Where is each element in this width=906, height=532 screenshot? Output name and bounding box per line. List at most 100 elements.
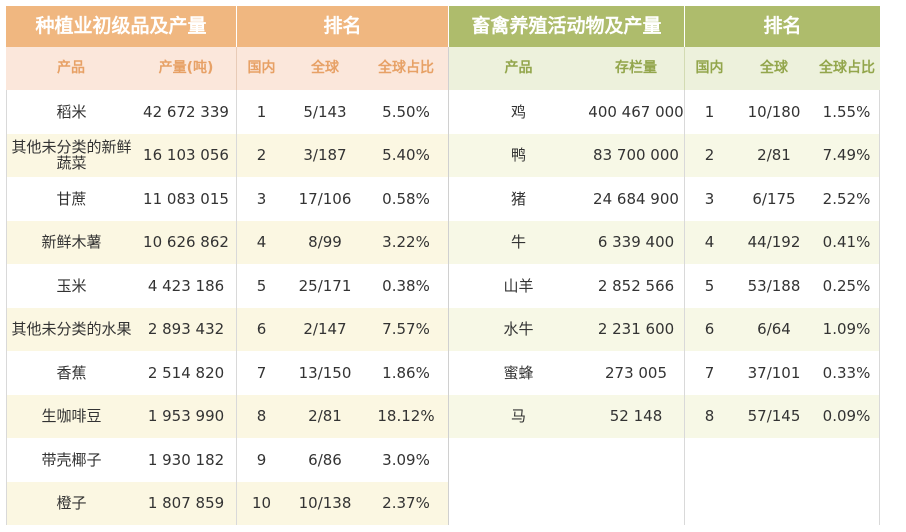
right-global-rank-cell: 57/145 — [734, 394, 814, 438]
col-header-domestic: 国内 — [236, 47, 286, 90]
right-quantity-cell — [588, 438, 684, 482]
left-domestic-rank-cell: 6 — [236, 307, 286, 351]
left-domestic-rank-cell: 5 — [236, 264, 286, 308]
right-share-cell: 0.25% — [814, 264, 880, 308]
left-product-cell: 香蕉 — [6, 351, 136, 395]
right-domestic-rank-cell: 1 — [684, 90, 734, 134]
left-global-rank-cell: 10/138 — [286, 481, 364, 525]
left-quantity-cell: 2 893 432 — [136, 307, 236, 351]
col-header-product: 产品 — [6, 47, 136, 90]
left-product-cell: 新鲜木薯 — [6, 220, 136, 264]
left-quantity-cell: 1 807 859 — [136, 481, 236, 525]
left-domestic-rank-cell: 3 — [236, 177, 286, 221]
right-quantity-cell — [588, 481, 684, 525]
left-domestic-rank-cell: 7 — [236, 351, 286, 395]
right-share-cell: 1.55% — [814, 90, 880, 134]
left-share-cell: 0.38% — [364, 264, 448, 308]
right-product-cell — [448, 481, 588, 525]
right-share-cell — [814, 438, 880, 482]
right-quantity-cell: 6 339 400 — [588, 220, 684, 264]
right-global-rank-cell: 6/175 — [734, 177, 814, 221]
right-product-cell: 水牛 — [448, 307, 588, 351]
left-product-cell: 玉米 — [6, 264, 136, 308]
right-section-title: 畜禽养殖活动物及产量 — [448, 6, 684, 47]
right-quantity-cell: 2 231 600 — [588, 307, 684, 351]
left-quantity-cell: 2 514 820 — [136, 351, 236, 395]
right-product-cell: 猪 — [448, 177, 588, 221]
right-product-cell: 牛 — [448, 220, 588, 264]
col-header-product: 产品 — [448, 47, 588, 90]
right-share-cell: 0.09% — [814, 394, 880, 438]
left-global-rank-cell: 3/187 — [286, 133, 364, 177]
col-header-domestic: 国内 — [684, 47, 734, 90]
left-global-rank-cell: 2/147 — [286, 307, 364, 351]
right-share-cell: 7.49% — [814, 133, 880, 177]
left-share-cell: 1.86% — [364, 351, 448, 395]
left-share-cell: 0.58% — [364, 177, 448, 221]
left-rank-header: 排名 — [236, 6, 448, 47]
right-rank-header: 排名 — [684, 6, 880, 47]
left-product-cell: 带壳椰子 — [6, 438, 136, 482]
right-domestic-rank-cell: 4 — [684, 220, 734, 264]
data-table: 种植业初级品及产量 排名 畜禽养殖活动物及产量 排名 产品 产量(吨) 国内 全… — [6, 6, 880, 525]
left-quantity-cell: 1 930 182 — [136, 438, 236, 482]
left-global-rank-cell: 6/86 — [286, 438, 364, 482]
left-domestic-rank-cell: 4 — [236, 220, 286, 264]
col-header-share: 全球占比 — [814, 47, 880, 90]
left-global-rank-cell: 17/106 — [286, 177, 364, 221]
col-header-global: 全球 — [286, 47, 364, 90]
right-global-rank-cell: 44/192 — [734, 220, 814, 264]
left-domestic-rank-cell: 2 — [236, 133, 286, 177]
left-product-cell: 稻米 — [6, 90, 136, 134]
col-header-share: 全球占比 — [364, 47, 448, 90]
right-global-rank-cell: 6/64 — [734, 307, 814, 351]
col-header-stock: 存栏量 — [588, 47, 684, 90]
left-product-cell: 生咖啡豆 — [6, 394, 136, 438]
right-domestic-rank-cell: 3 — [684, 177, 734, 221]
left-share-cell: 18.12% — [364, 394, 448, 438]
left-domestic-rank-cell: 8 — [236, 394, 286, 438]
right-product-cell: 山羊 — [448, 264, 588, 308]
right-quantity-cell: 273 005 — [588, 351, 684, 395]
left-share-cell: 3.09% — [364, 438, 448, 482]
right-domestic-rank-cell: 5 — [684, 264, 734, 308]
right-global-rank-cell: 10/180 — [734, 90, 814, 134]
right-share-cell: 2.52% — [814, 177, 880, 221]
left-product-cell: 甘蔗 — [6, 177, 136, 221]
right-global-rank-cell: 2/81 — [734, 133, 814, 177]
right-global-rank-cell — [734, 438, 814, 482]
right-global-rank-cell — [734, 481, 814, 525]
left-domestic-rank-cell: 9 — [236, 438, 286, 482]
left-quantity-cell: 42 672 339 — [136, 90, 236, 134]
col-header-global: 全球 — [734, 47, 814, 90]
left-quantity-cell: 4 423 186 — [136, 264, 236, 308]
left-share-cell: 3.22% — [364, 220, 448, 264]
left-quantity-cell: 10 626 862 — [136, 220, 236, 264]
right-product-cell: 蜜蜂 — [448, 351, 588, 395]
left-global-rank-cell: 13/150 — [286, 351, 364, 395]
left-share-cell: 7.57% — [364, 307, 448, 351]
left-quantity-cell: 11 083 015 — [136, 177, 236, 221]
left-share-cell: 5.50% — [364, 90, 448, 134]
right-domestic-rank-cell — [684, 438, 734, 482]
right-share-cell: 0.41% — [814, 220, 880, 264]
right-domestic-rank-cell: 7 — [684, 351, 734, 395]
left-global-rank-cell: 2/81 — [286, 394, 364, 438]
left-share-cell: 2.37% — [364, 481, 448, 525]
right-product-cell: 马 — [448, 394, 588, 438]
right-share-cell: 0.33% — [814, 351, 880, 395]
left-global-rank-cell: 8/99 — [286, 220, 364, 264]
col-header-quantity: 产量(吨) — [136, 47, 236, 90]
left-product-cell: 其他未分类的新鲜蔬菜 — [6, 133, 136, 177]
left-global-rank-cell: 5/143 — [286, 90, 364, 134]
right-domestic-rank-cell — [684, 481, 734, 525]
left-quantity-cell: 1 953 990 — [136, 394, 236, 438]
right-quantity-cell: 400 467 000 — [588, 90, 684, 134]
left-domestic-rank-cell: 1 — [236, 90, 286, 134]
left-section-title: 种植业初级品及产量 — [6, 6, 236, 47]
right-quantity-cell: 52 148 — [588, 394, 684, 438]
left-global-rank-cell: 25/171 — [286, 264, 364, 308]
right-global-rank-cell: 53/188 — [734, 264, 814, 308]
right-quantity-cell: 2 852 566 — [588, 264, 684, 308]
